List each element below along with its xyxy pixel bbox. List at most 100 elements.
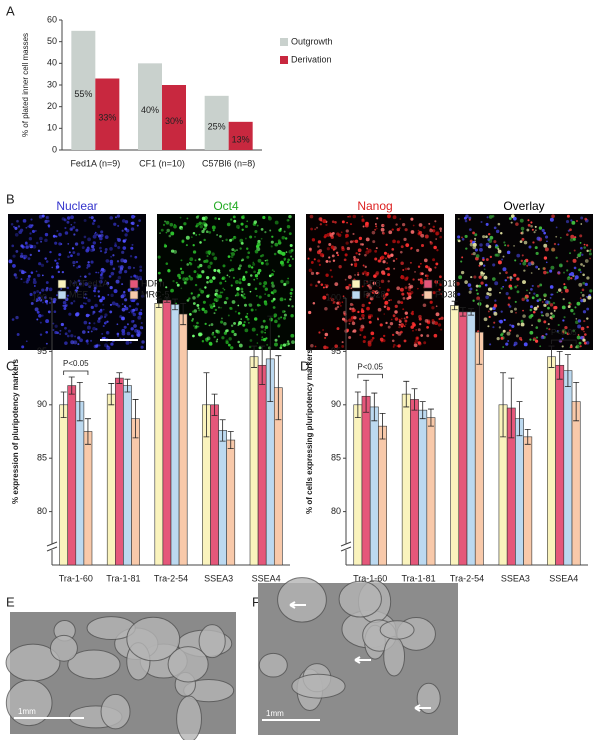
cell-dot xyxy=(191,319,194,322)
error-bar xyxy=(411,388,418,411)
cell-dot xyxy=(188,297,191,300)
cell-dot xyxy=(368,320,372,324)
cell-dot xyxy=(262,319,266,323)
cell-dot xyxy=(92,313,94,315)
bar xyxy=(401,393,411,566)
cell-dot xyxy=(170,249,175,253)
cell-dot xyxy=(574,277,577,281)
cell-dot xyxy=(83,320,88,325)
cell-dot xyxy=(570,219,573,222)
cell-dot xyxy=(566,276,571,281)
cell-dot xyxy=(500,287,503,290)
cell-dot xyxy=(132,319,135,322)
cell-dot xyxy=(433,245,437,250)
cell-dot xyxy=(37,249,41,253)
cell-dot xyxy=(440,316,444,320)
cell-dot xyxy=(192,324,195,327)
error-bar xyxy=(180,302,187,326)
cell-dot xyxy=(176,283,180,287)
cell-dot xyxy=(192,231,196,235)
cell-dot xyxy=(193,309,198,313)
cell-dot xyxy=(213,256,218,261)
cell-dot xyxy=(435,238,437,240)
cell-dot xyxy=(283,257,287,261)
cell-dot xyxy=(36,297,40,302)
cell-dot xyxy=(44,232,49,237)
cell-dot xyxy=(254,235,257,238)
cell-dot xyxy=(392,215,397,220)
cell-dot xyxy=(521,254,524,257)
cell-dot xyxy=(362,264,365,267)
cell-dot xyxy=(339,304,342,307)
cell-dot xyxy=(341,246,345,250)
cell-dot xyxy=(344,278,347,281)
cell-dot xyxy=(172,280,175,283)
cell-dot xyxy=(136,224,139,227)
cell-dot xyxy=(183,281,187,285)
cell-dot xyxy=(510,221,513,224)
cell-dot xyxy=(70,254,73,258)
cell-dot xyxy=(109,216,114,220)
cell-dot xyxy=(60,287,63,290)
error-bar xyxy=(427,408,434,427)
cell-dot xyxy=(212,331,215,334)
cell-dot xyxy=(238,321,242,325)
value-label: 55% xyxy=(74,89,92,99)
cell-dot xyxy=(390,253,394,257)
cell-dot xyxy=(482,235,486,239)
cell-dot xyxy=(51,275,54,279)
cell-dot xyxy=(286,218,290,222)
cell-dot xyxy=(421,272,424,275)
significance-bracket xyxy=(551,339,577,345)
cell-dot xyxy=(322,295,327,300)
cell-dot xyxy=(104,321,108,324)
cell-dot xyxy=(90,339,93,342)
cell-dot xyxy=(137,315,142,320)
cell-dot xyxy=(56,331,60,335)
cell-dot xyxy=(468,228,472,231)
cell-dot xyxy=(561,337,564,340)
cell-dot xyxy=(283,282,287,287)
cell-dot xyxy=(366,292,371,297)
cell-dot xyxy=(500,333,503,337)
cell-dot xyxy=(253,278,256,281)
cell-dot xyxy=(211,225,216,230)
cell-dot xyxy=(359,327,364,332)
cell-dot xyxy=(206,255,209,258)
cell-dot xyxy=(419,278,423,282)
cell-dot xyxy=(48,287,53,292)
cell-dot xyxy=(76,266,79,269)
cell-dot xyxy=(192,250,197,254)
cell-dot xyxy=(45,342,48,345)
cell-dot xyxy=(541,301,544,303)
cell-dot xyxy=(49,250,52,254)
cell-dot xyxy=(548,328,551,331)
cell-dot xyxy=(214,308,218,312)
y-tick-label: 85 xyxy=(331,453,341,463)
cell-dot xyxy=(99,298,103,303)
cell-dot xyxy=(112,267,116,271)
cell-dot xyxy=(509,323,512,327)
y-tick-label: 30 xyxy=(47,79,57,89)
cell-dot xyxy=(81,330,86,334)
cell-dot xyxy=(493,311,498,316)
cell-dot xyxy=(109,247,113,251)
cell-dot xyxy=(583,246,586,249)
cell-dot xyxy=(262,337,267,342)
cell-dot xyxy=(345,233,349,238)
cell-dot xyxy=(421,293,424,297)
cell-dot xyxy=(256,303,260,307)
cell-dot xyxy=(502,267,507,272)
cell-dot xyxy=(140,308,143,312)
cell-dot xyxy=(538,226,543,230)
legend-swatch xyxy=(57,290,67,300)
cell-dot xyxy=(44,219,48,224)
cell-dot xyxy=(193,270,197,274)
cell-dot xyxy=(130,246,134,250)
cell-dot xyxy=(553,242,557,246)
cell-dot xyxy=(534,229,537,232)
cell-dot xyxy=(128,311,131,314)
cell-dot xyxy=(392,345,395,348)
cell-dot xyxy=(136,302,140,306)
cell-dot xyxy=(185,277,189,281)
